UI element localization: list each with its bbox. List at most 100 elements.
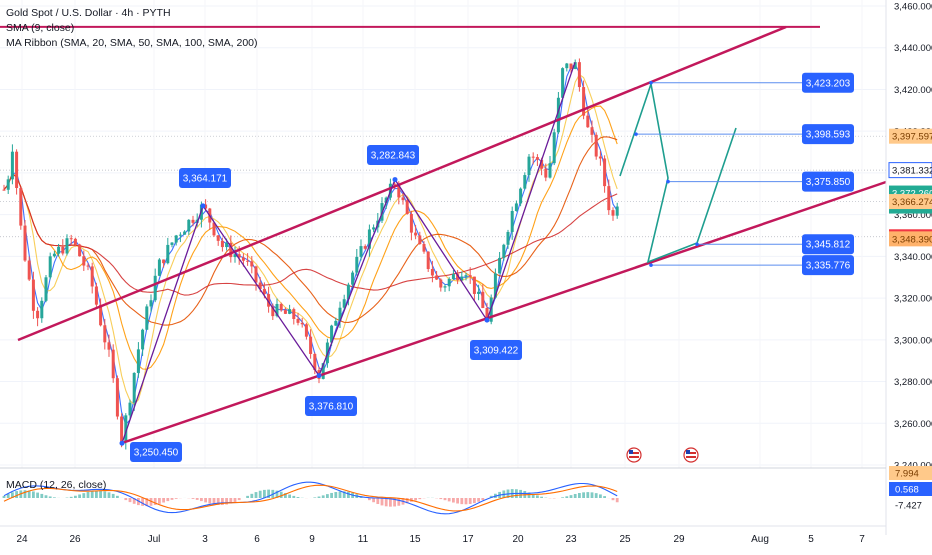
candle-body — [309, 337, 312, 354]
macd-histogram-bar — [376, 498, 379, 504]
candle-body — [15, 152, 18, 188]
value-label-text: 3,398.593 — [806, 130, 851, 141]
candle-body — [120, 417, 123, 442]
x-tick-label: 25 — [619, 534, 631, 545]
candle-body — [66, 238, 69, 253]
candle-body — [217, 235, 220, 241]
macd-histogram-bar — [24, 490, 27, 498]
candle-body — [553, 132, 556, 163]
candle-body — [3, 190, 6, 191]
candle-body — [53, 254, 56, 257]
candle-body — [406, 200, 409, 214]
candle-body — [45, 277, 48, 300]
x-tick-label: 15 — [409, 534, 421, 545]
macd-histogram-bar — [599, 494, 602, 498]
macd-indicator-label[interactable]: MACD (12, 26, close) — [6, 479, 106, 491]
candle-body — [192, 220, 195, 223]
value-label-text: 3,423.203 — [806, 78, 851, 89]
macd-histogram-bar — [372, 498, 375, 502]
candle-body — [452, 274, 455, 279]
macd-histogram-bar — [95, 491, 98, 498]
x-tick-label: 6 — [254, 534, 260, 545]
candle-body — [36, 311, 39, 318]
candle-body — [87, 266, 90, 267]
candle-body — [82, 256, 85, 265]
candle-body — [116, 378, 119, 416]
x-tick-label: 7 — [859, 534, 865, 545]
macd-histogram-bar — [313, 497, 316, 498]
candle-body — [360, 246, 363, 257]
candle-body — [175, 235, 178, 242]
macd-histogram-bar — [297, 497, 300, 498]
macd-histogram-bar — [460, 498, 463, 504]
macd-histogram-bar — [582, 492, 585, 498]
candle-body — [297, 319, 300, 323]
candle-body — [288, 309, 291, 314]
flag-stripe — [686, 456, 696, 458]
price-path-point — [201, 203, 206, 208]
candle-body — [162, 260, 165, 264]
candle-body — [129, 403, 132, 416]
macd-histogram-bar — [129, 498, 132, 502]
candle-body — [179, 235, 182, 236]
candle-body — [444, 286, 447, 287]
candle-body — [108, 342, 111, 349]
macd-histogram-bar — [561, 497, 564, 498]
projection-point — [649, 81, 653, 85]
macd-histogram-bar — [536, 495, 539, 498]
macd-histogram-bar — [162, 498, 165, 503]
candle-body — [141, 330, 144, 350]
x-tick-label: 17 — [462, 534, 474, 545]
candle-body — [301, 323, 304, 324]
x-tick-label: Jul — [148, 534, 161, 545]
candle-body — [334, 321, 337, 326]
candle-body — [112, 350, 115, 379]
candle-body — [183, 232, 186, 235]
macd-histogram-bar — [519, 490, 522, 498]
ma-ribbon-indicator-label[interactable]: MA Ribbon (SMA, 20, SMA, 50, SMA, 100, S… — [6, 36, 258, 51]
candle-body — [133, 373, 136, 403]
macd-histogram-bar — [238, 498, 241, 500]
x-tick-label: Aug — [751, 534, 769, 545]
candle-body — [603, 158, 606, 186]
macd-histogram-bar — [326, 494, 329, 498]
candle-body — [57, 247, 60, 254]
candle-body — [11, 152, 14, 180]
x-tick-label: 9 — [309, 534, 315, 545]
macd-histogram-bar — [591, 492, 594, 498]
symbol-title[interactable]: Gold Spot / U.S. Dollar · 4h · PYTH — [6, 6, 258, 21]
value-label-text: 3,250.450 — [134, 448, 179, 459]
candle-body — [519, 189, 522, 204]
macd-axis-text: 7.994 — [895, 469, 919, 480]
macd-histogram-bar — [108, 492, 111, 498]
macd-histogram-bar — [368, 498, 371, 500]
candle-body — [145, 306, 148, 329]
macd-histogram-bar — [87, 492, 90, 498]
macd-histogram-bar — [414, 498, 417, 500]
candle-body — [250, 261, 253, 266]
macd-histogram-bar — [565, 496, 568, 498]
macd-histogram-bar — [473, 498, 476, 503]
candle-body — [284, 310, 287, 314]
macd-histogram-bar — [15, 491, 18, 498]
macd-histogram-bar — [322, 495, 325, 498]
macd-histogram-bar — [259, 491, 262, 498]
macd-histogram-bar — [444, 498, 447, 500]
candle-body — [242, 257, 245, 260]
sma-indicator-label[interactable]: SMA (9, close) — [6, 21, 258, 36]
candle-body — [246, 261, 249, 262]
y-tick-label: 3,280.000 — [894, 377, 932, 388]
candle-body — [561, 68, 564, 98]
macd-histogram-bar — [124, 498, 127, 500]
candle-body — [465, 275, 468, 277]
macd-histogram-bar — [570, 495, 573, 498]
candle-body — [355, 257, 358, 273]
macd-histogram-bar — [292, 496, 295, 498]
candle-body — [565, 64, 568, 69]
macd-histogram-bar — [78, 494, 81, 498]
x-tick-label: 23 — [565, 534, 577, 545]
price-badge-text: 3,381.332 — [892, 166, 932, 177]
candle-body — [40, 301, 43, 318]
